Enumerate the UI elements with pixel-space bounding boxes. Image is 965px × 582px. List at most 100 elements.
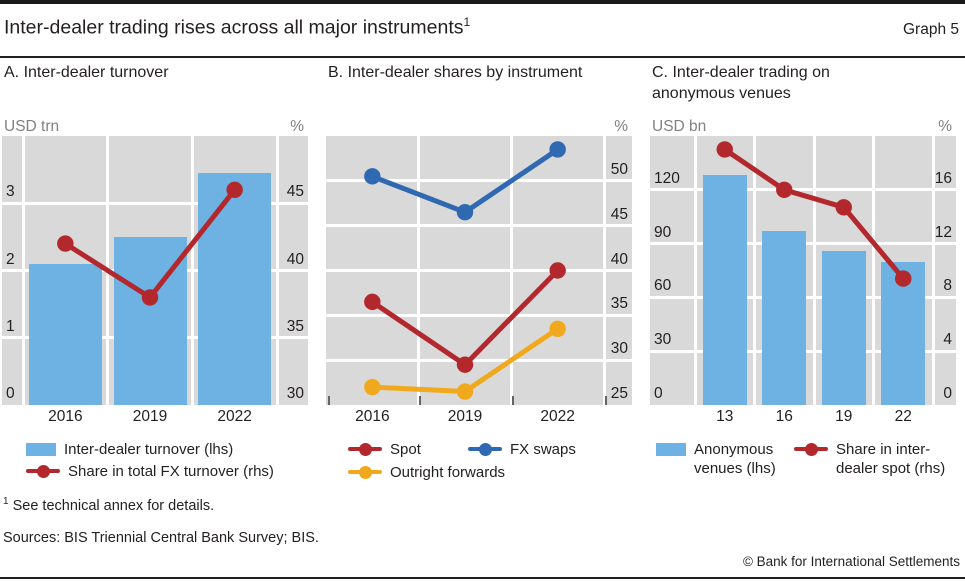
gridline-vertical [753, 136, 756, 405]
x-axis-label: 2019 [132, 408, 168, 425]
legend-item-outright-forwards: Outright forwards [348, 463, 505, 482]
y-axis-label-right: 8 [943, 277, 952, 295]
legend-item-spot: Spot [348, 440, 421, 459]
legend-line-red [26, 464, 60, 478]
top-border [0, 0, 965, 4]
page-title-text: Inter-dealer trading rises across all ma… [4, 16, 464, 39]
footnote-text: See technical annex for details. [12, 497, 215, 514]
footnote-marker: 1 [3, 496, 9, 507]
data-point [226, 181, 243, 198]
y-axis-label-left: 0 [654, 385, 663, 402]
legend-label: Share in inter-dealer spot (rhs) [836, 441, 946, 477]
legend-swatch-blue [656, 443, 686, 456]
gridline-vertical [417, 136, 421, 405]
legend-item-anonymous-venues: Anonymous venues (lhs) [656, 440, 799, 478]
gridline-horizontal [326, 358, 632, 362]
gridline-vertical [509, 136, 513, 405]
legend-label: Inter-dealer turnover (lhs) [64, 441, 234, 458]
gridline-vertical [812, 136, 816, 405]
bar-2022 [198, 173, 272, 405]
title-footnote-marker: 1 [463, 15, 471, 29]
gridline-vertical [21, 136, 25, 405]
data-line-red [723, 147, 906, 281]
y-axis-label-right: 4 [943, 331, 952, 349]
plot-area-c: 0 30 60 90 120 0 4 8 12 16 [650, 136, 956, 405]
legend-item-fx-swaps: FX swaps [468, 440, 576, 459]
axis-tick [419, 396, 421, 405]
gridline-vertical [872, 136, 875, 405]
x-axis-label: 2022 [217, 408, 252, 425]
legend-item-share-total-fx: Share in total FX turnover (rhs) [26, 462, 274, 481]
sources-line: Sources: BIS Triennial Central Bank Surv… [3, 530, 319, 546]
y-axis-label-right: 30 [286, 385, 304, 402]
data-point [57, 235, 74, 252]
right-axis-unit: % [290, 118, 304, 135]
data-line-red [63, 188, 237, 301]
legend-label: Spot [390, 441, 421, 458]
copyright-line: © Bank for International Settlements [742, 554, 960, 569]
panel-b-title: B. Inter-dealer shares by instrument [328, 64, 583, 81]
y-axis-label-right: 35 [610, 295, 628, 313]
data-point [895, 270, 912, 287]
axis-tick [512, 396, 514, 405]
x-axis-label: 2019 [447, 408, 483, 425]
panel-b: B. Inter-dealer shares by instrument % 2… [326, 60, 632, 520]
gridline-vertical [602, 136, 606, 405]
data-point [456, 356, 474, 373]
bottom-border [0, 577, 965, 579]
y-axis-label-right: 30 [610, 340, 628, 358]
data-lines [57, 181, 243, 306]
y-axis-label-left: 30 [654, 331, 672, 349]
y-axis-label-right: 50 [610, 160, 628, 178]
data-point [549, 320, 566, 337]
x-axis-label: 19 [835, 408, 853, 425]
legend-item-share-interdealer-spot: Share in inter-dealer spot (rhs) [794, 440, 956, 478]
gridline-horizontal [326, 269, 632, 272]
y-axis-label-right: 12 [934, 223, 952, 241]
x-axis-label: 13 [716, 408, 734, 425]
data-point [364, 293, 381, 311]
y-axis-label-right: 25 [610, 385, 628, 402]
x-axis-label: 2022 [540, 408, 575, 425]
panel-c-axis-units: USD bn % [652, 118, 954, 136]
x-axis-labels-b: 2016 2019 2022 [326, 408, 632, 426]
panel-c-title: C. Inter-dealer trading on anonymous ven… [652, 64, 830, 102]
legend-label: Anonymous venues (lhs) [694, 441, 776, 477]
data-point [549, 141, 566, 158]
data-point [716, 141, 733, 158]
y-axis-label-right: 35 [286, 317, 304, 335]
gridline-horizontal [326, 313, 632, 317]
legend-dot-red [358, 442, 372, 456]
y-axis-label-left: 2 [6, 250, 15, 268]
page-title: Inter-dealer trading rises across all ma… [4, 15, 470, 40]
x-axis-label: 2016 [48, 408, 83, 425]
gridline-vertical [275, 136, 279, 405]
gridline-horizontal [326, 179, 632, 183]
axis-tick [605, 396, 607, 405]
gridline-vertical [693, 136, 697, 405]
x-axis-label: 22 [894, 408, 912, 425]
legend-line-red [348, 442, 382, 456]
left-axis-unit: USD trn [4, 118, 60, 135]
legend-item-interdealer-turnover: Inter-dealer turnover (lhs) [26, 440, 233, 459]
bar-19 [821, 250, 866, 405]
y-axis-label-left: 90 [654, 223, 672, 241]
left-axis-unit: USD bn [652, 118, 707, 135]
data-point [776, 181, 793, 198]
data-point [456, 383, 474, 400]
gridline-horizontal [2, 201, 308, 205]
footnote: 1 See technical annex for details. [3, 496, 214, 514]
y-axis-label-left: 0 [6, 385, 15, 402]
plot-area-b: 25 30 35 40 45 50 [326, 136, 632, 405]
bar-16 [762, 231, 807, 405]
panel-b-axis-units: % [328, 118, 630, 136]
y-axis-label-right: 45 [286, 183, 304, 201]
right-axis-unit: % [614, 118, 628, 135]
data-point [364, 378, 381, 396]
legend-dot-yellow [358, 465, 372, 479]
legend-dot-blue [478, 442, 492, 456]
y-axis-label-left: 120 [654, 169, 680, 187]
legend-dot-red [804, 442, 818, 456]
panel-a-title: A. Inter-dealer turnover [4, 64, 169, 81]
